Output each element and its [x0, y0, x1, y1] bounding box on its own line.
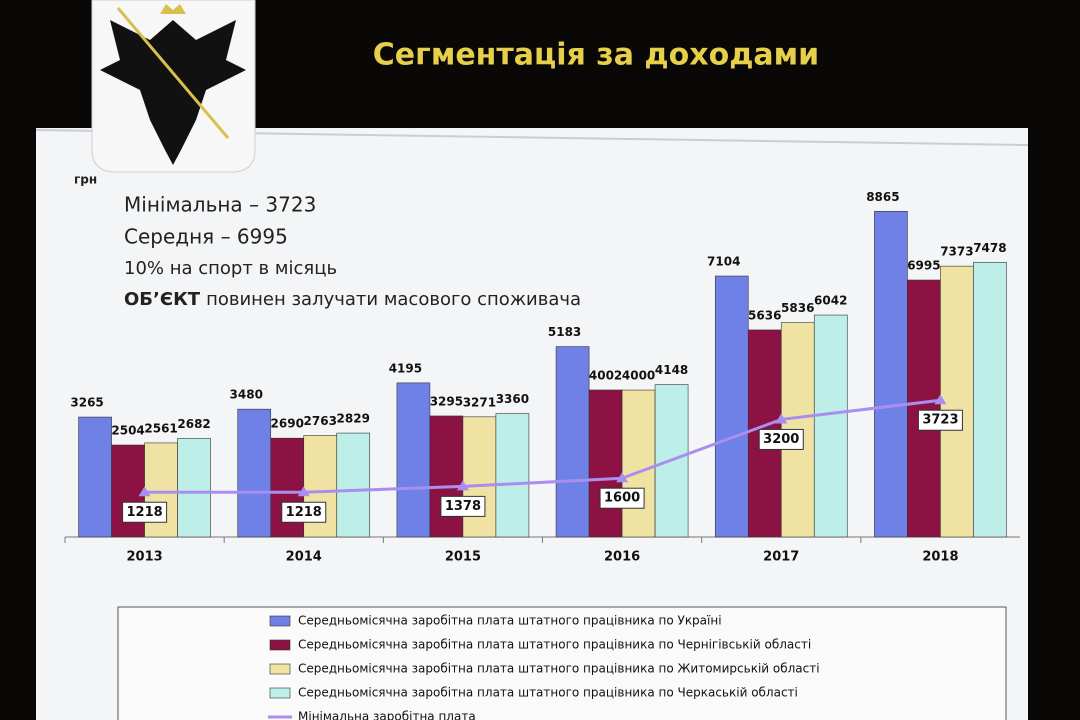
- data-label: 3200: [763, 432, 799, 447]
- data-label: 7104: [707, 255, 740, 269]
- annotation-text: повинен залучати масового споживача: [206, 289, 581, 310]
- slide-title: Сегментація за доходами: [373, 38, 819, 73]
- annotation: 10% на спорт в місяць: [124, 258, 337, 279]
- legend-swatch: [269, 687, 291, 699]
- legend-label: Середньомісячна заробітна плата штатного…: [298, 686, 798, 700]
- data-label: 3271: [463, 395, 496, 409]
- x-tick-label: 2013: [126, 550, 162, 565]
- data-label: 5183: [548, 325, 581, 339]
- data-label: 4148: [655, 363, 688, 377]
- data-label: 3265: [70, 396, 103, 410]
- annotation-bold: ОБ’ЄКТ: [124, 289, 201, 310]
- data-label-box: [917, 409, 963, 431]
- data-label: 7373: [940, 245, 973, 259]
- data-label: 7478: [973, 241, 1006, 255]
- data-label-box: [122, 501, 168, 523]
- data-label: 8865: [866, 190, 899, 204]
- bar: [813, 314, 848, 538]
- data-label: 3295: [430, 394, 463, 408]
- data-label: 5836: [781, 301, 814, 315]
- coat-of-arms: [91, 0, 256, 173]
- x-tick-label: 2018: [922, 550, 958, 565]
- bar: [78, 416, 112, 538]
- line-marker: [775, 413, 788, 424]
- data-label: 2763: [304, 414, 337, 428]
- bar: [396, 382, 431, 538]
- line-marker: [934, 394, 947, 405]
- bar: [144, 442, 178, 538]
- data-label: 5636: [748, 308, 781, 322]
- annotation: ОБ’ЄКТ повинен залучати масового споживач…: [124, 289, 581, 310]
- line: [144, 398, 941, 494]
- data-label-box: [440, 495, 486, 517]
- x-tick-label: 2016: [604, 550, 640, 565]
- legend-label: Середньомісячна заробітна плата штатного…: [298, 638, 811, 652]
- bar: [495, 413, 530, 538]
- bar: [940, 265, 974, 538]
- data-label-box: [281, 501, 327, 523]
- data-label: 3723: [922, 413, 958, 428]
- x-tick-label: 2017: [763, 550, 799, 565]
- data-label: 3480: [230, 388, 263, 402]
- data-label: 4195: [389, 361, 422, 375]
- x-tick-label: 2015: [445, 550, 481, 565]
- legend-swatch: [269, 615, 291, 627]
- data-label-box: [599, 487, 645, 509]
- line-marker: [138, 486, 151, 497]
- bar: [714, 275, 749, 538]
- data-label: 6995: [907, 259, 940, 273]
- bar: [111, 444, 145, 538]
- bar: [555, 346, 590, 538]
- bar: [237, 408, 272, 538]
- bar: [336, 432, 371, 538]
- line-marker: [297, 486, 310, 497]
- data-label: 6042: [814, 294, 847, 308]
- legend-label: Мінімальна заробітна плата: [298, 710, 476, 720]
- bar: [462, 416, 497, 538]
- y-unit-label: грн: [74, 173, 97, 187]
- annotation: Мінімальна – 3723: [124, 193, 316, 217]
- data-label: 1218: [286, 505, 322, 520]
- bar: [177, 438, 211, 538]
- data-label: 1218: [126, 505, 162, 520]
- data-label: 4000: [622, 369, 655, 383]
- data-label: 4002: [589, 368, 622, 382]
- line-marker: [616, 472, 629, 483]
- data-label: 2504: [111, 424, 144, 438]
- legend-label: Середньомісячна заробітна плата штатного…: [298, 614, 722, 628]
- data-label: 2682: [177, 417, 210, 431]
- annotation: Середня – 6995: [124, 225, 288, 249]
- x-tick-label: 2014: [286, 550, 322, 565]
- bar: [874, 211, 908, 538]
- data-label: 2561: [144, 421, 177, 435]
- line-marker: [456, 480, 469, 491]
- legend-box: [117, 606, 1007, 720]
- data-label: 1378: [445, 499, 481, 514]
- bar: [907, 279, 941, 538]
- bar: [621, 389, 656, 538]
- bar: [588, 389, 623, 538]
- legend-label: Середньомісячна заробітна плата штатного…: [298, 662, 820, 676]
- bar: [429, 415, 464, 538]
- data-label: 3360: [496, 392, 529, 406]
- data-label: 1600: [604, 491, 640, 506]
- legend-swatch: [269, 663, 291, 675]
- data-label: 2829: [337, 412, 370, 426]
- legend-swatch: [269, 639, 291, 651]
- data-label-box: [758, 428, 804, 450]
- bar: [973, 261, 1007, 538]
- data-label: 2690: [271, 417, 304, 431]
